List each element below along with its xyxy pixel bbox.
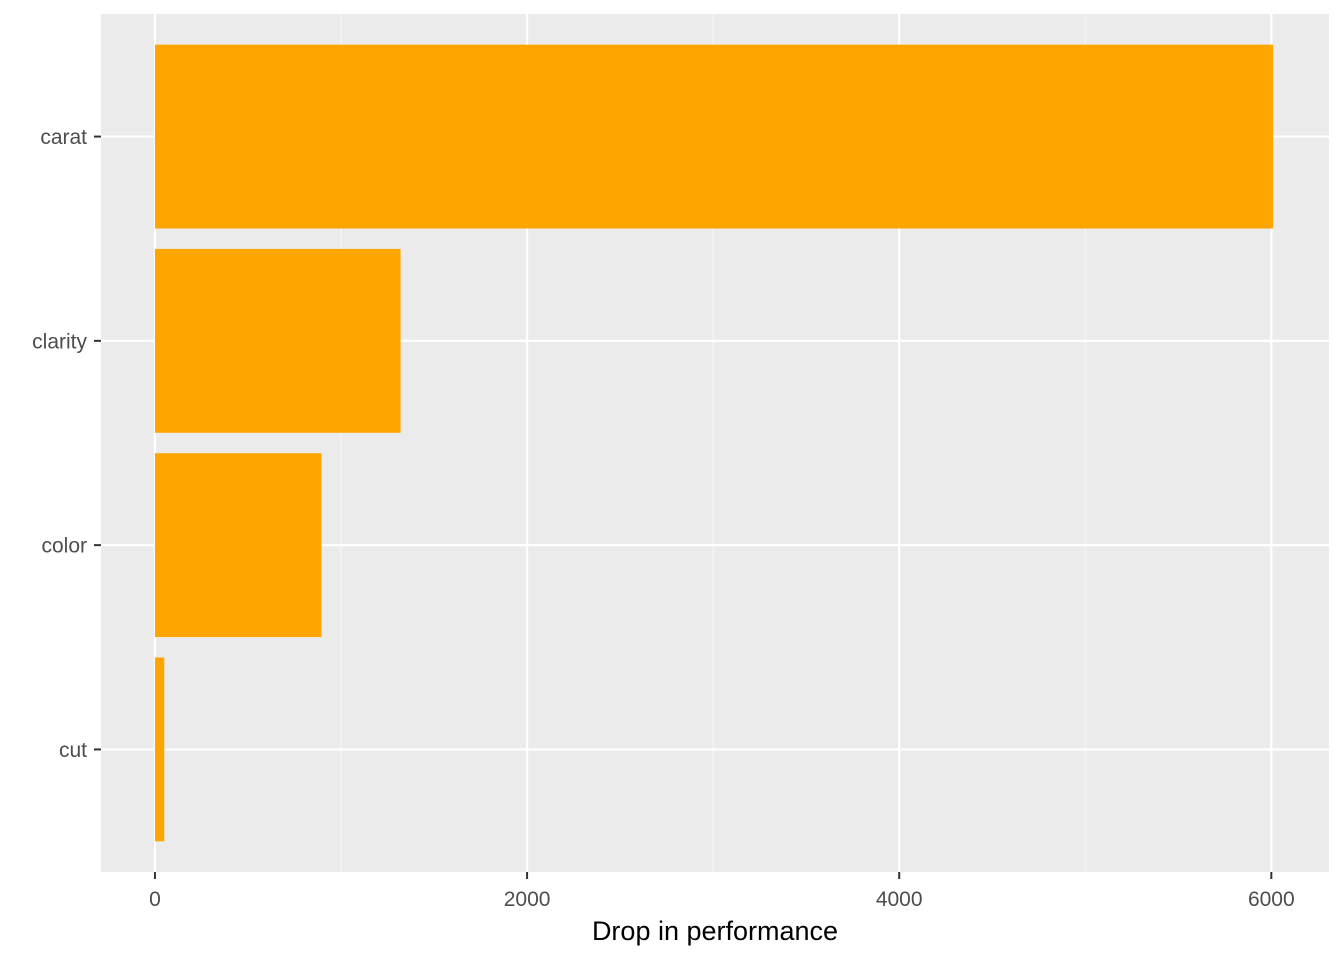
x-tick-label: 0 — [149, 888, 161, 911]
x-tick-label: 4000 — [876, 888, 923, 911]
y-tick-label-carat: carat — [40, 126, 87, 149]
bars — [154, 44, 1274, 842]
bar-clarity — [154, 248, 401, 433]
x-tick-label: 6000 — [1248, 888, 1295, 911]
y-tick-label-clarity: clarity — [32, 330, 87, 353]
y-axis: carat clarity color cut — [32, 126, 101, 762]
x-tick-label: 2000 — [504, 888, 551, 911]
bar-carat — [154, 44, 1274, 229]
y-tick-label-cut: cut — [59, 739, 87, 762]
bar-color — [154, 453, 322, 638]
bar-cut — [154, 657, 165, 842]
x-axis-title: Drop in performance — [592, 916, 838, 946]
x-axis: 0 2000 4000 6000 — [149, 872, 1295, 911]
y-tick-label-color: color — [41, 535, 87, 558]
